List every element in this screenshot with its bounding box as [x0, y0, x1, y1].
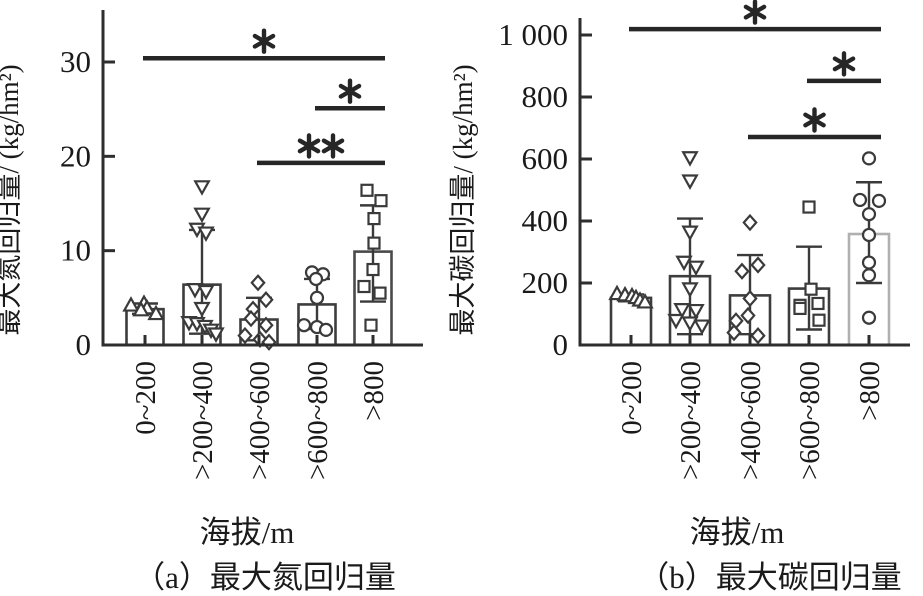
significance-asterisk-icon — [321, 138, 345, 154]
x-tick-label: 0~200 — [616, 361, 648, 435]
data-point-triangle-down-icon — [193, 301, 211, 318]
x-axis-title-b: 海拔/m — [690, 515, 785, 550]
data-point-square-icon — [373, 286, 387, 300]
data-point-diamond-icon — [237, 326, 253, 345]
data-point-square-icon — [804, 282, 818, 296]
data-point-diamond-icon — [750, 256, 766, 274]
x-tick-label: >600~800 — [302, 361, 334, 480]
data-point-diamond-icon — [742, 213, 758, 232]
y-tick-label: 0 — [553, 327, 569, 362]
data-point-square-icon — [367, 236, 381, 250]
data-point-triangle-down-icon — [197, 284, 215, 301]
y-tick-label: 600 — [522, 141, 569, 176]
data-point-triangle-down-icon — [197, 226, 215, 243]
y-tick-label: 20 — [60, 138, 91, 173]
data-point-circle-icon — [309, 290, 325, 305]
data-point-square-icon — [366, 262, 380, 277]
significance-asterisk-icon — [338, 83, 362, 99]
data-point-circle-icon — [871, 193, 887, 208]
data-point-triangle-down-icon — [687, 260, 705, 277]
data-point-triangle-down-icon — [687, 303, 705, 320]
x-tick-label: >200~400 — [675, 361, 707, 480]
data-point-triangle-down-icon — [193, 180, 211, 196]
y-tick-label: 1 000 — [498, 17, 568, 52]
x-tick-label: >800 — [358, 361, 390, 421]
caption-a: （a）最大氮回归量 — [134, 560, 396, 595]
y-tick-label: 200 — [522, 265, 569, 300]
data-point-triangle-down-icon — [193, 207, 211, 224]
x-tick-label: >600~800 — [794, 361, 826, 480]
data-point-square-icon — [367, 211, 381, 226]
y-axis-title-b: 最大碳回归量/ (kg/hm²) — [448, 64, 478, 335]
data-point-triangle-down-icon — [681, 151, 699, 167]
data-point-triangle-down-icon — [681, 282, 699, 298]
data-point-square-icon — [360, 183, 374, 197]
data-point-diamond-icon — [742, 289, 758, 308]
data-point-square-icon — [811, 296, 825, 311]
significance-asterisk-icon — [252, 33, 276, 49]
data-point-square-icon — [793, 301, 807, 316]
data-point-diamond-icon — [243, 309, 259, 328]
axis-b — [578, 18, 910, 347]
y-tick-label: 0 — [76, 327, 92, 362]
data-point-square-icon — [357, 279, 371, 294]
data-point-triangle-down-icon — [207, 327, 225, 343]
data-point-square-icon — [812, 313, 826, 327]
data-point-triangle-down-icon — [667, 313, 685, 330]
data-point-diamond-icon — [740, 306, 756, 325]
data-point-triangle-up-icon — [147, 304, 165, 321]
data-point-square-icon — [802, 200, 816, 214]
data-point-circle-icon — [296, 318, 312, 333]
data-point-triangle-up-icon — [636, 292, 654, 309]
y-tick-label: 400 — [522, 203, 569, 238]
data-point-circle-icon — [861, 151, 877, 166]
significance-asterisk-icon — [297, 138, 321, 154]
data-point-circle-icon — [308, 271, 324, 287]
data-point-circle-icon — [318, 322, 334, 338]
data-point-triangle-down-icon — [673, 303, 691, 319]
x-tick-label: >800 — [854, 361, 886, 421]
data-point-diamond-icon — [734, 262, 750, 280]
data-point-diamond-icon — [258, 316, 274, 334]
data-point-diamond-icon — [750, 327, 766, 345]
data-point-triangle-up-icon — [122, 296, 140, 312]
data-point-circle-icon — [861, 207, 877, 222]
data-point-square-icon — [374, 194, 388, 208]
data-point-triangle-down-icon — [681, 174, 699, 190]
data-point-circle-icon — [861, 268, 877, 283]
x-tick-label: >400~600 — [735, 361, 767, 480]
y-tick-label: 10 — [60, 233, 91, 268]
y-tick-label: 800 — [522, 79, 569, 114]
significance-asterisk-icon — [743, 4, 767, 20]
data-point-circle-icon — [852, 192, 868, 208]
significance-asterisk-icon — [803, 112, 826, 128]
data-point-diamond-icon — [258, 291, 274, 309]
data-point-triangle-down-icon — [675, 255, 693, 272]
y-axis-title-a: 最大氮回归量/ (kg/hm²) — [0, 64, 24, 335]
caption-b: （b）最大碳回归量 — [638, 560, 902, 595]
x-tick-label: >200~400 — [187, 361, 219, 480]
x-axis-title-a: 海拔/m — [200, 515, 295, 550]
data-point-triangle-down-icon — [681, 316, 699, 332]
x-tick-label: 0~200 — [130, 361, 162, 435]
data-point-circle-icon — [861, 227, 877, 243]
data-point-circle-icon — [861, 255, 877, 270]
data-point-square-icon — [364, 318, 378, 332]
data-point-triangle-down-icon — [693, 319, 711, 336]
data-point-diamond-icon — [726, 323, 742, 342]
y-tick-label: 30 — [60, 44, 91, 79]
data-point-triangle-down-icon — [186, 283, 204, 299]
significance-asterisk-icon — [832, 56, 856, 72]
data-point-triangle-down-icon — [681, 225, 699, 242]
x-tick-label: >400~600 — [244, 361, 276, 480]
data-point-triangle-up-icon — [132, 300, 150, 317]
data-point-diamond-icon — [250, 274, 266, 292]
data-point-circle-icon — [861, 310, 877, 325]
